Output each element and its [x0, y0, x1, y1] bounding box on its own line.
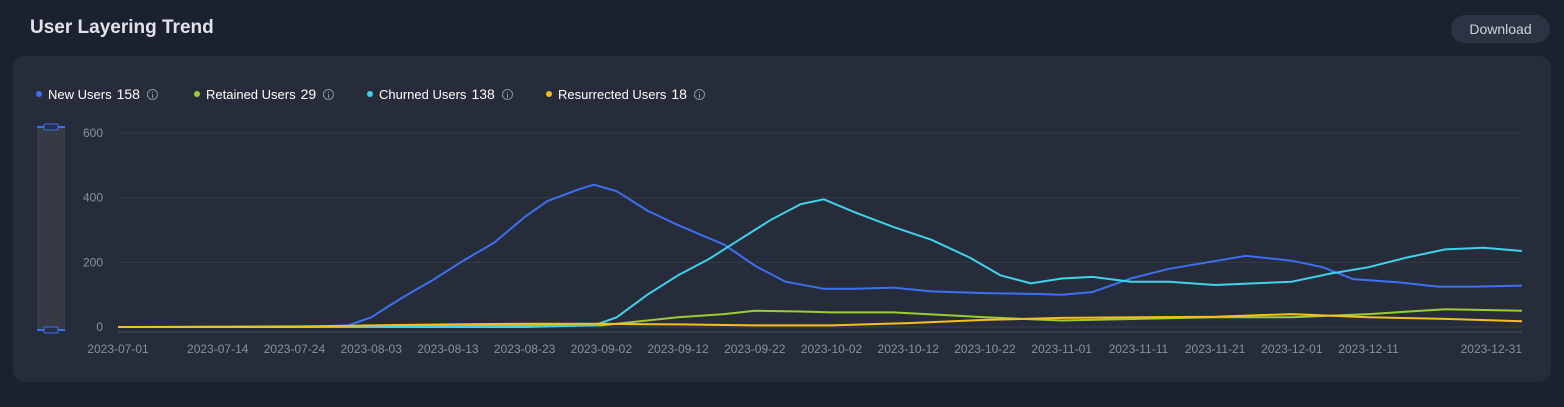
- x-tick-label: 2023-09-02: [571, 342, 633, 356]
- y-tick-label: 0: [96, 320, 103, 334]
- x-tick-label: 2023-11-01: [1031, 342, 1092, 356]
- legend-value: 158: [116, 86, 140, 102]
- page-title: User Layering Trend: [30, 17, 214, 38]
- zoom-slider-track[interactable]: [37, 127, 65, 330]
- x-tick-label: 2023-07-14: [187, 342, 249, 356]
- legend-item-retained-users[interactable]: Retained Users 29: [194, 86, 335, 102]
- legend-label: Churned Users: [379, 86, 467, 102]
- x-tick-label: 2023-12-31: [1461, 342, 1523, 356]
- info-icon[interactable]: [323, 88, 335, 100]
- x-tick-label: 2023-10-22: [954, 342, 1016, 356]
- legend-value: 138: [471, 86, 495, 102]
- legend-label: New Users: [48, 86, 112, 102]
- series-line-new-users[interactable]: [118, 183, 1523, 328]
- x-tick-label: 2023-08-13: [417, 342, 479, 356]
- legend-dot-retained-users: [194, 91, 200, 97]
- x-tick-label: 2023-12-01: [1261, 342, 1323, 356]
- zoom-handle-top[interactable]: [43, 123, 59, 131]
- x-tick-label: 2023-10-12: [878, 342, 940, 356]
- legend-label: Resurrected Users: [558, 86, 667, 102]
- y-tick-label: 400: [83, 191, 103, 205]
- legend-dot-resurrected-users: [546, 91, 552, 97]
- x-tick-label: 2023-07-01: [87, 342, 149, 356]
- legend-dot-new-users: [36, 91, 42, 97]
- x-tick-label: 2023-11-11: [1109, 342, 1169, 356]
- x-tick-label: 2023-07-24: [264, 342, 326, 356]
- zoom-handle-bottom[interactable]: [43, 326, 59, 334]
- y-tick-label: 600: [83, 126, 103, 140]
- x-tick-label: 2023-12-11: [1338, 342, 1399, 356]
- legend-item-new-users[interactable]: New Users 158: [36, 86, 158, 102]
- x-tick-label: 2023-09-22: [724, 342, 786, 356]
- x-tick-label: 2023-09-12: [647, 342, 709, 356]
- x-tick-label: 2023-08-03: [340, 342, 402, 356]
- x-tick-label: 2023-10-02: [801, 342, 863, 356]
- info-icon[interactable]: [501, 88, 513, 100]
- legend-label: Retained Users: [206, 86, 296, 102]
- download-button[interactable]: Download: [1451, 15, 1550, 43]
- x-tick-label: 2023-08-23: [494, 342, 556, 356]
- x-tick-label: 2023-11-21: [1185, 342, 1246, 356]
- legend-item-resurrected-users[interactable]: Resurrected Users 18: [546, 86, 705, 102]
- info-icon[interactable]: [146, 88, 158, 100]
- legend-item-churned-users[interactable]: Churned Users 138: [367, 86, 513, 102]
- series-line-churned-users[interactable]: [118, 198, 1523, 328]
- y-tick-label: 200: [83, 255, 103, 269]
- series-line-retained-users[interactable]: [117, 308, 1523, 328]
- legend-value: 29: [300, 86, 317, 102]
- legend-value: 18: [671, 86, 687, 102]
- series-line-resurrected-users[interactable]: [118, 313, 1523, 328]
- info-icon[interactable]: [693, 88, 705, 100]
- legend-dot-churned-users: [367, 91, 373, 97]
